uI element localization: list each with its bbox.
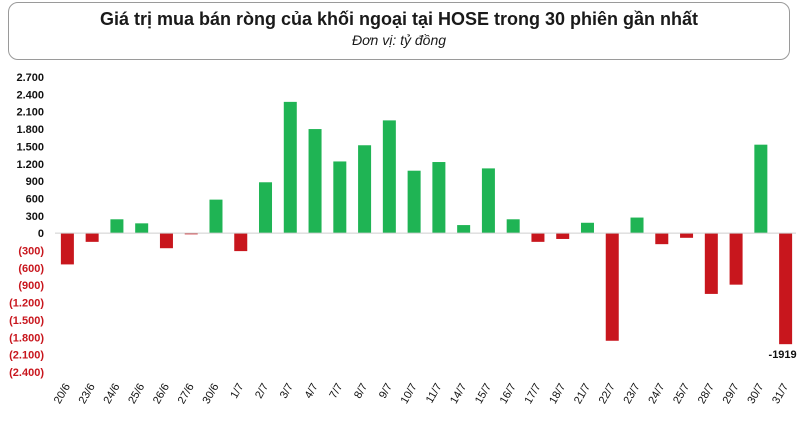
x-tick-label: 26/6 [151, 382, 172, 407]
y-tick-label: 300 [26, 211, 44, 223]
y-tick-label: (1.800) [9, 332, 44, 344]
bar-25-7 [680, 233, 694, 238]
x-tick-label: 8/7 [352, 382, 370, 401]
x-tick-label: 15/7 [473, 381, 494, 406]
y-tick-label: 1.800 [16, 124, 44, 136]
bar-28-7 [704, 233, 718, 294]
y-tick-label: 0 [38, 228, 44, 240]
chart-subtitle: Đơn vị: tỷ đồng [351, 32, 447, 48]
bar-29-7 [729, 233, 743, 285]
bar-23-7 [630, 217, 644, 234]
data-label: -1919 [769, 349, 797, 361]
bar-15-7 [481, 168, 495, 234]
y-tick-label: 1.200 [16, 159, 44, 171]
x-tick-label: 23/7 [622, 382, 643, 407]
x-axis: 20/6 23/6 24/6 25/6 26/6 27/6 30/6 1/7 2/7 3/7 4/7… [52, 232, 796, 407]
y-tick-label: (900) [18, 280, 44, 292]
x-tick-label: 16/7 [498, 382, 519, 407]
x-tick-label: 23/6 [77, 382, 98, 407]
x-tick-label: 25/6 [126, 382, 147, 407]
y-tick-label: (2.400) [9, 367, 44, 379]
x-tick-label: 21/7 [572, 382, 593, 407]
bar-21-7 [580, 222, 594, 234]
bar-7-7 [333, 161, 347, 234]
bar-30-6 [209, 199, 223, 234]
x-tick-label: 25/7 [671, 382, 692, 407]
x-tick-label: 29/7 [721, 382, 742, 407]
bar-24-7 [655, 233, 669, 245]
y-tick-label: 2.100 [16, 107, 44, 119]
bar-27-6 [184, 233, 198, 235]
x-tick-label: 31/7 [770, 382, 791, 407]
y-tick-label: 900 [26, 176, 44, 188]
x-tick-label: 18/7 [547, 382, 568, 407]
bar-31-7 [779, 233, 793, 345]
bar-2-7 [259, 182, 273, 234]
bar-17-7 [531, 233, 545, 242]
x-tick-label: 14/7 [448, 382, 469, 407]
y-tick-label: 2.700 [16, 72, 44, 84]
bar-26-6 [159, 233, 173, 249]
x-tick-label: 27/6 [176, 382, 197, 407]
bars [60, 101, 793, 345]
y-tick-label: (1.500) [9, 315, 44, 327]
bar-24-6 [110, 219, 124, 234]
x-tick-label: 24/7 [646, 382, 667, 407]
x-tick-label: 17/7 [522, 382, 543, 407]
x-tick-label: 20/6 [52, 382, 73, 407]
y-tick-label: (300) [18, 246, 44, 258]
x-tick-label: 7/7 [327, 382, 345, 401]
data-labels: -1919 [769, 349, 797, 361]
y-tick-label: (2.100) [9, 350, 44, 362]
bar-16-7 [506, 219, 520, 234]
y-tick-label: 1.500 [16, 141, 44, 153]
y-tick-label: (600) [18, 263, 44, 275]
bar-8-7 [358, 145, 372, 234]
bar-23-6 [85, 233, 99, 242]
x-tick-label: 4/7 [303, 382, 321, 401]
bar-9-7 [382, 120, 396, 234]
x-tick-label: 30/7 [745, 382, 766, 407]
x-tick-label: 9/7 [377, 382, 395, 401]
bar-18-7 [556, 233, 570, 239]
bar-4-7 [308, 129, 322, 234]
x-tick-label: 22/7 [597, 382, 618, 407]
bar-22-7 [605, 233, 619, 341]
y-tick-label: 2.400 [16, 89, 44, 101]
bar-25-6 [135, 223, 149, 234]
x-tick-label: 3/7 [278, 382, 296, 401]
x-tick-label: 11/7 [424, 382, 445, 406]
x-tick-label: 10/7 [399, 382, 420, 407]
x-tick-label: 28/7 [696, 382, 717, 407]
chart-title: Giá trị mua bán ròng của khối ngoại tại … [99, 9, 699, 29]
bar-3-7 [283, 101, 297, 234]
bar-30-7 [754, 144, 768, 234]
y-axis: 2.700 2.400 2.100 1.800 1.500 1.200 900 600 300 0… [9, 72, 44, 379]
y-tick-label: 600 [26, 193, 44, 205]
x-tick-label: 30/6 [200, 382, 221, 407]
bar-20-6 [60, 233, 74, 265]
x-tick-label: 1/7 [228, 382, 246, 401]
bar-1-7 [234, 233, 248, 252]
bar-11-7 [432, 162, 446, 234]
bar-14-7 [457, 225, 471, 234]
x-tick-label: 2/7 [253, 382, 271, 401]
chart-title-box: Giá trị mua bán ròng của khối ngoại tại … [8, 2, 790, 60]
x-tick-label: 24/6 [101, 382, 122, 407]
bar-10-7 [407, 170, 421, 234]
y-tick-label: (1.200) [9, 298, 44, 310]
